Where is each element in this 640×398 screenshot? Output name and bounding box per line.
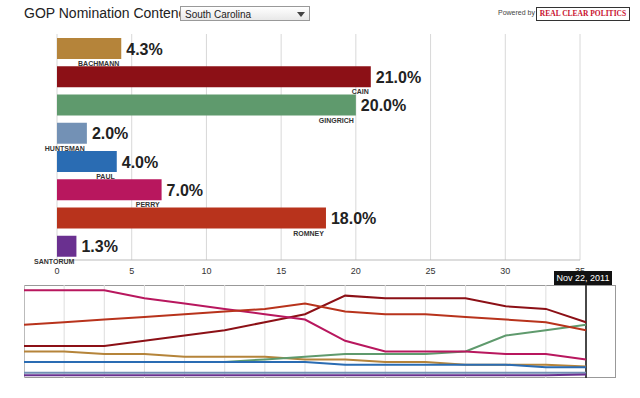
svg-text:4.0%: 4.0% — [122, 154, 158, 171]
svg-text:ROMNEY: ROMNEY — [293, 230, 324, 237]
svg-text:30: 30 — [500, 266, 510, 276]
svg-text:4.3%: 4.3% — [126, 41, 162, 58]
svg-text:PERRY: PERRY — [136, 201, 160, 208]
html-text:REAL CLEAR POLITICS: REAL CLEAR POLITICS — [539, 9, 627, 18]
svg-text:10: 10 — [201, 266, 211, 276]
svg-text:25: 25 — [426, 266, 436, 276]
svg-text:GINGRICH: GINGRICH — [319, 117, 354, 124]
svg-text:2.0%: 2.0% — [92, 125, 128, 142]
svg-text:Nov 22, 2011: Nov 22, 2011 — [557, 273, 610, 283]
svg-text:HUNTSMAN: HUNTSMAN — [45, 145, 85, 152]
svg-text:7.0%: 7.0% — [167, 182, 203, 199]
svg-text:SANTORUM: SANTORUM — [34, 258, 74, 265]
svg-text:BACHMANN: BACHMANN — [78, 60, 119, 67]
svg-text:21.0%: 21.0% — [376, 69, 421, 86]
svg-text:20: 20 — [351, 266, 361, 276]
html-text:South Carolina: South Carolina — [185, 9, 252, 20]
svg-text:15: 15 — [276, 266, 286, 276]
html-text:Powered by: Powered by — [498, 9, 535, 16]
svg-text:18.0%: 18.0% — [331, 210, 376, 227]
svg-text:CAIN: CAIN — [352, 88, 369, 95]
svg-text:20.0%: 20.0% — [361, 97, 406, 114]
html-text:GOP Nomination Contenders: GOP Nomination Contenders — [24, 5, 206, 21]
svg-text:5: 5 — [129, 266, 134, 276]
svg-text:PAUL: PAUL — [96, 173, 115, 180]
svg-text:1.3%: 1.3% — [81, 238, 117, 255]
svg-text:0: 0 — [54, 266, 59, 276]
